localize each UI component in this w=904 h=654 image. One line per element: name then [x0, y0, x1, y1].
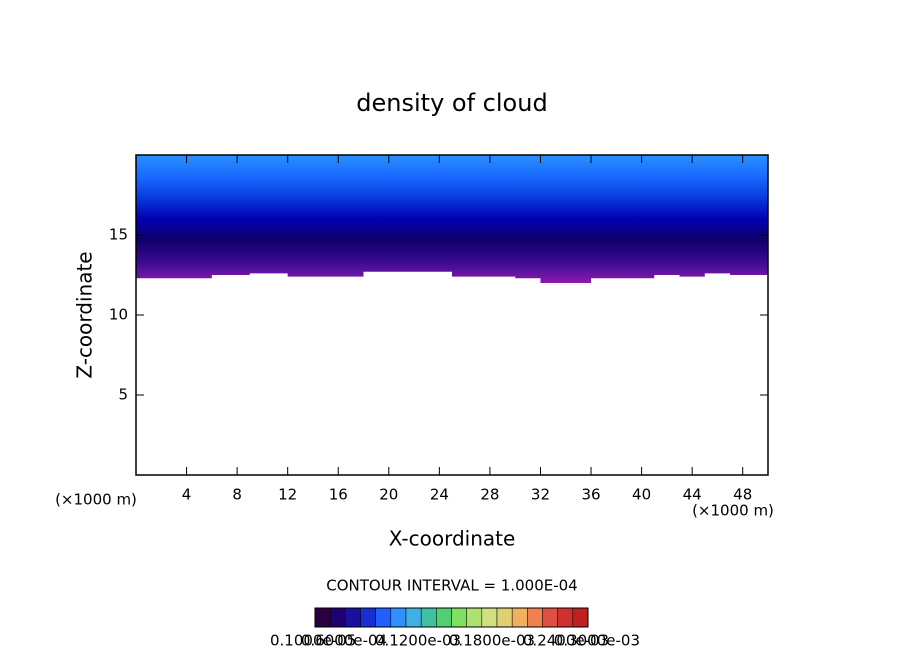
x-tick-label: 36: [581, 486, 600, 504]
colorbar-swatch: [481, 607, 498, 628]
colorbar-swatch: [420, 607, 437, 628]
x-tick-label: 24: [430, 486, 449, 504]
colorbar-label: 0.6000e-04: [301, 632, 387, 650]
x-tick-label: 28: [480, 486, 499, 504]
colorbar-label: 0.1000e-05: [270, 632, 356, 650]
colorbar-swatch: [542, 607, 558, 628]
colorbar-swatch: [436, 607, 452, 628]
x-tick-label: 8: [232, 486, 242, 504]
x-tick-label: 32: [531, 486, 550, 504]
y-axis-label: Z-coordinate: [73, 251, 97, 378]
chart-title: density of cloud: [356, 89, 547, 117]
colorbar-swatch: [451, 607, 467, 628]
x-tick-label: 4: [182, 486, 192, 504]
y-tick-label: 5: [118, 386, 128, 404]
colorbar-swatch: [511, 607, 528, 628]
colorbar-label: 0.1800e-03: [449, 632, 535, 650]
x-unit: (×1000 m): [55, 491, 137, 509]
x-tick-label: 44: [683, 486, 702, 504]
x-tick-label: 12: [278, 486, 297, 504]
colorbar-swatch: [557, 607, 574, 628]
colorbar-swatch: [329, 607, 346, 628]
colorbar-label: 0.1200e-03: [375, 632, 461, 650]
contour-interval: CONTOUR INTERVAL = 1.000E-04: [326, 577, 577, 595]
colorbar-swatch: [345, 607, 361, 628]
colorbar-label: 0.3000e-03: [554, 632, 640, 650]
x-tick-label: 48: [733, 486, 752, 504]
colorbar-swatch: [496, 607, 513, 628]
colorbar-swatch: [390, 607, 407, 628]
x-tick-label: 16: [329, 486, 348, 504]
cloud-field: [136, 155, 768, 283]
colorbar-swatch: [375, 607, 392, 628]
x-unit: (×1000 m): [692, 502, 774, 520]
colorbar-label: 0.2400e-03: [523, 632, 609, 650]
colorbar-swatch: [527, 607, 543, 628]
colorbar-frame: [314, 607, 589, 628]
colorbar-swatch: [466, 607, 483, 628]
x-tick-label: 40: [632, 486, 651, 504]
colorbar-swatch: [405, 607, 422, 628]
x-axis-label: X-coordinate: [389, 527, 516, 551]
colorbar-swatch: [314, 607, 331, 628]
colorbar-swatch: [572, 607, 589, 628]
x-tick-label: 20: [379, 486, 398, 504]
y-tick-label: 10: [109, 306, 128, 324]
colorbar-swatch: [360, 607, 376, 628]
y-tick-label: 15: [109, 226, 128, 244]
